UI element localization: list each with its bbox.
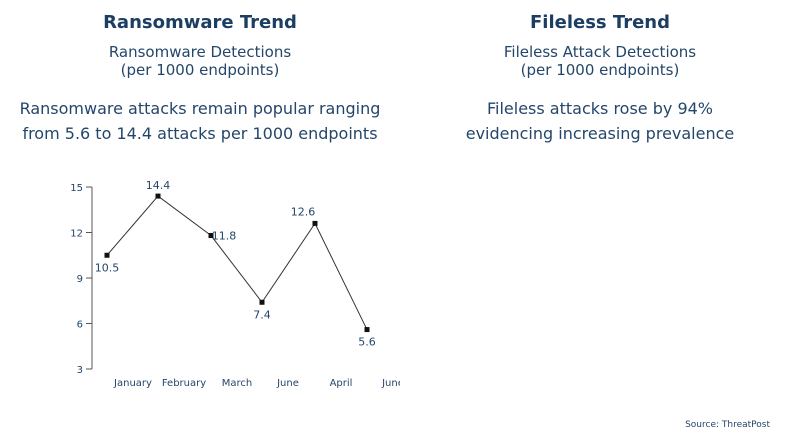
source-credit: Source: ThreatPost: [685, 420, 770, 430]
series-line: [106, 195, 368, 330]
fileless-line-chart: 20304050JanuaryFebruaryMarchJuneAprilJun…: [400, 0, 800, 442]
data-point: [259, 299, 265, 305]
y-tick-label: 12: [70, 229, 83, 240]
y-tick-label: 9: [77, 274, 83, 285]
ransomware-line-chart: 3 6 9 12 15 January February March June April June…: [70, 179, 400, 389]
fileless-panel: Fileless Trend Fileless Attack Detection…: [400, 0, 800, 442]
x-tick-label: June: [276, 378, 299, 389]
data-point: [312, 220, 318, 226]
chart-title: Ransomware Trend: [103, 12, 297, 33]
chart-subtitle: Fileless Attack Detections (per 1000 end…: [503, 43, 697, 79]
chart-title: Fileless Trend: [529, 12, 670, 33]
data-point: [208, 233, 214, 239]
y-tick-label: 15: [70, 183, 83, 194]
data-label: 5.6: [358, 336, 376, 349]
x-tick-label: February: [162, 378, 206, 389]
chart-subtitle: Ransomware Detections (per 1000 endpoint…: [108, 43, 292, 79]
x-tick-label: March: [222, 378, 252, 389]
data-label: 10.5: [95, 261, 120, 274]
x-tick-label: January: [113, 378, 152, 389]
data-label: 7.4: [253, 308, 271, 321]
data-point: [104, 252, 110, 258]
y-tick-label: 3: [77, 365, 83, 376]
data-label: 11.8: [212, 230, 237, 243]
x-tick-label: April: [330, 378, 353, 389]
data-point: [364, 327, 370, 333]
chart-annotation: Fileless attacks rose by 94% evidencing …: [465, 99, 735, 143]
data-label: 14.4: [146, 179, 171, 192]
ransomware-panel: Ransomware Trend Ransomware Detections (…: [19, 12, 400, 389]
chart-annotation: Ransomware attacks remain popular rangin…: [19, 99, 381, 143]
y-tick-label: 6: [77, 320, 83, 331]
x-tick-label: June: [381, 378, 400, 389]
data-label: 12.6: [291, 205, 316, 218]
data-point: [155, 193, 161, 199]
